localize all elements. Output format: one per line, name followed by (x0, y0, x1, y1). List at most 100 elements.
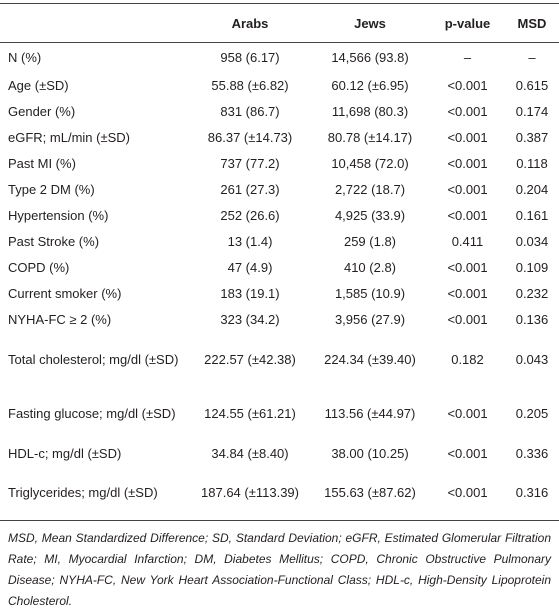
table-row: Type 2 DM (%) 261 (27.3) 2,722 (18.7) <0.00… (0, 177, 559, 203)
table-row: Age (±SD) 55.88 (±6.82) 60.12 (±6.95) <0.00… (0, 73, 559, 99)
cell: 0.034 (515, 233, 549, 249)
data-table: Arabs Jews p-value MSD N (%) 958 (6.17) 14,56… (0, 3, 559, 521)
cell: 13 (1.4) (227, 233, 273, 249)
cell: 252 (26.6) (220, 207, 280, 223)
cell: <0.001 (447, 311, 488, 327)
cell: 86.37 (±14.73) (207, 129, 293, 145)
cell: 224.34 (±39.40) (324, 351, 416, 367)
cell: <0.001 (447, 155, 488, 171)
cell: 113.56 (±44.97) (324, 405, 416, 421)
cell: 0.387 (515, 129, 549, 145)
row-label: eGFR; mL/min (±SD) (8, 129, 130, 145)
cell: <0.001 (447, 285, 488, 301)
cell: 55.88 (±6.82) (211, 77, 289, 93)
cell: <0.001 (447, 103, 488, 119)
cell: 124.55 (±61.21) (204, 405, 296, 421)
cell: 47 (4.9) (227, 259, 273, 275)
table-row: Past Stroke (%) 13 (1.4) 259 (1.8) 0.411 0.0… (0, 229, 559, 255)
cell: 0.043 (515, 351, 549, 367)
row-label: Total cholesterol; mg/dl (±SD) (8, 351, 179, 367)
cell: 38.00 (10.25) (331, 445, 409, 461)
table-row: HDL-c; mg/dl (±SD) 34.84 (±8.40) 38.00 (10… (0, 441, 559, 467)
cell: 737 (77.2) (220, 155, 280, 171)
cell: 0.174 (515, 103, 549, 119)
header-cell: MSD (505, 3, 559, 43)
cell: 80.78 (±14.17) (327, 129, 413, 145)
cell: 0.615 (515, 77, 549, 93)
header-cell: Arabs (190, 3, 310, 43)
cell: 0.161 (515, 207, 549, 223)
cell: 323 (34.2) (220, 311, 280, 327)
cell: 0.118 (516, 155, 548, 171)
cell: 0.182 (451, 351, 484, 367)
cell: 259 (1.8) (343, 233, 397, 249)
header-row: Arabs Jews p-value MSD (0, 3, 559, 43)
cell: <0.001 (447, 485, 488, 501)
table-row: Total cholesterol; mg/dl (±SD) 222.57 (±4… (0, 333, 559, 387)
row-label: Triglycerides; mg/dl (±SD) (8, 485, 158, 501)
header-cell: Jews (310, 3, 430, 43)
cell: 958 (6.17) (220, 49, 280, 65)
cell: 60.12 (±6.95) (331, 77, 409, 93)
row-label: Past Stroke (%) (8, 233, 100, 249)
table-body: N (%) 958 (6.17) 14,566 (93.8) – – Age (±SD) 5… (0, 43, 559, 521)
cell: <0.001 (447, 129, 488, 145)
row-label: HDL-c; mg/dl (±SD) (8, 445, 122, 461)
row-label: Fasting glucose; mg/dl (±SD) (8, 405, 176, 421)
footnote: MSD, Mean Standardized Difference; SD, S… (8, 531, 551, 608)
table-row: Fasting glucose; mg/dl (±SD) 124.55 (±61.… (0, 387, 559, 441)
cell: 0.109 (515, 259, 549, 275)
cell: 187.64 (±113.39) (201, 485, 299, 501)
row-label: N (%) (8, 49, 42, 65)
row-label: Current smoker (%) (8, 285, 122, 301)
cell: 3,956 (27.9) (334, 311, 406, 327)
table-row: eGFR; mL/min (±SD) 86.37 (±14.73) 80.78 (±… (0, 125, 559, 151)
cell: 0.204 (515, 181, 549, 197)
cell: – (528, 49, 536, 65)
table-row: N (%) 958 (6.17) 14,566 (93.8) – – (0, 43, 559, 73)
cell: 261 (27.3) (220, 181, 280, 197)
cell: 0.411 (451, 233, 484, 249)
cell: 183 (19.1) (220, 285, 280, 301)
cell: 10,458 (72.0) (331, 155, 409, 171)
cell: 0.232 (515, 285, 549, 301)
cell: <0.001 (447, 259, 488, 275)
cell: 1,585 (10.9) (334, 285, 406, 301)
cell: 410 (2.8) (343, 259, 397, 275)
header-cell: p-value (430, 3, 505, 43)
cell: 222.57 (±42.38) (204, 351, 296, 367)
row-label: NYHA-FC ≥ 2 (%) (8, 311, 112, 327)
table-row: NYHA-FC ≥ 2 (%) 323 (34.2) 3,956 (27.9) <0.… (0, 307, 559, 333)
cell: 14,566 (93.8) (331, 49, 409, 65)
table-row: Triglycerides; mg/dl (±SD) 187.64 (±113.3… (0, 467, 559, 521)
cell: 155.63 (±87.62) (324, 485, 416, 501)
row-label: Type 2 DM (%) (8, 181, 95, 197)
table-row: Current smoker (%) 183 (19.1) 1,585 (10.9)… (0, 281, 559, 307)
cell: 4,925 (33.9) (334, 207, 406, 223)
header-cell (0, 3, 190, 43)
table-row: Hypertension (%) 252 (26.6) 4,925 (33.9) <0… (0, 203, 559, 229)
row-label: Past MI (%) (8, 155, 76, 171)
cell: 34.84 (±8.40) (211, 445, 289, 461)
cell: 0.316 (515, 485, 549, 501)
cell: 0.205 (515, 405, 549, 421)
table-row: Gender (%) 831 (86.7) 11,698 (80.3) <0.001 0… (0, 99, 559, 125)
cell: <0.001 (447, 207, 488, 223)
cell: <0.001 (447, 181, 488, 197)
cell: <0.001 (447, 445, 488, 461)
table-row: COPD (%) 47 (4.9) 410 (2.8) <0.001 0.109 (0, 255, 559, 281)
row-label: Hypertension (%) (8, 207, 109, 223)
cell: 11,698 (80.3) (331, 103, 409, 119)
table-row: Past MI (%) 737 (77.2) 10,458 (72.0) <0.001… (0, 151, 559, 177)
cell: <0.001 (447, 77, 488, 93)
cell: – (463, 49, 472, 65)
cell: 0.136 (515, 311, 549, 327)
cell: <0.001 (447, 405, 488, 421)
row-label: Gender (%) (8, 103, 76, 119)
cell: 0.336 (515, 445, 549, 461)
cell: 831 (86.7) (220, 103, 280, 119)
row-label: Age (±SD) (8, 77, 69, 93)
row-label: COPD (%) (8, 259, 70, 275)
cell: 2,722 (18.7) (334, 181, 406, 197)
